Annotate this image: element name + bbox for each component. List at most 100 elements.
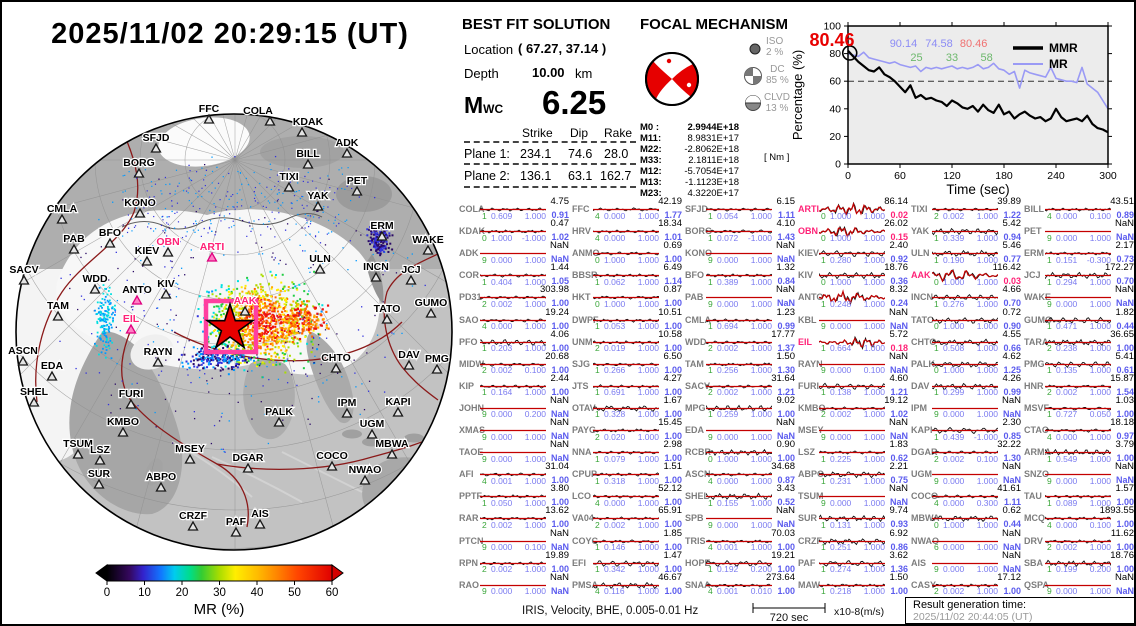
weight-value: 1.000 [976,254,998,265]
station-code: TSUM [798,491,824,502]
peak-amplitude: 4.66 [1002,284,1022,296]
peak-amplitude: NaN [775,417,795,428]
corr-value: 0.053 [604,321,626,331]
map-station-SACV: SACV [8,263,40,285]
tensor-row-M23: M23: 4.3220E+17 [640,188,739,199]
waveform-cell-AFI: AFI 31.04 4 0.001 1.000 1.00 [458,461,571,486]
corr-value: 0.000 [604,232,626,243]
fit-value: 1.05 [551,276,569,287]
waveform-cell-PAB: PAB NaN 9 0.000 1.000 NaN [684,284,797,309]
result-time-label: Result generation time: [913,599,1027,611]
fit-value: 0.85 [1003,431,1021,441]
corr-value: 0.002 [1056,542,1078,552]
quality-flag: 1 [821,254,826,265]
weight-value: 1.000 [976,475,998,486]
quality-flag: 9 [482,453,487,464]
waveform-trace [480,407,546,410]
fit-value: 0.84 [777,276,795,287]
corr-value: 0.079 [604,453,626,464]
waveform-trace [932,316,998,324]
svg-text:EDA: EDA [41,360,64,372]
station-code: PET [1024,226,1042,237]
waveform-cell-PMG: PMG 5.41 1 0.135 1.000 0.61 [1023,351,1134,376]
waveform-cell-KIEV: KIEV 2.40 1 0.280 1.000 0.92 [797,240,910,265]
waveform-cell-COYC: COYC 1.85 1 0.146 1.000 1.00 [571,528,684,553]
svg-text:LSZ: LSZ [90,444,110,456]
quality-flag: 4 [708,542,713,552]
peak-amplitude: 6.50 [663,350,683,362]
fit-value: 1.00 [1116,563,1134,574]
station-code: AFI [459,469,474,480]
waveform-trace [706,317,772,322]
corr-value: 0.342 [604,564,626,575]
svg-text:KAPI: KAPI [385,396,410,408]
weight-value: 1.000 [863,475,885,486]
station-code: WAKE [1024,292,1051,303]
fit-value: 1.21 [890,386,908,397]
depth-value: 10.00 [532,65,565,80]
station-code: CMLA [685,314,711,325]
corr-value: 0.274 [830,564,852,575]
station-code: SAO [459,314,479,325]
svg-text:ARTI: ARTI [200,241,225,253]
station-code: HNR [1024,380,1044,391]
map-station-TATO: TATO [372,302,402,324]
station-code: TATO [911,314,934,325]
svg-text:AIS: AIS [251,508,269,520]
weight-value: 1.000 [863,519,885,530]
station-code: AIS [911,557,927,568]
waveform-cell-DGAR: DGAR 32.22 2 0.002 0.100 1.30 [910,439,1023,464]
map-station-KIV: KIV [156,277,176,299]
svg-text:OBN: OBN [156,236,179,248]
waveform-cell-HNR: HNR 15.87 2 0.002 1.000 1.54 [1023,373,1134,398]
result-time-value: 2025/11/02 20:44:05 (UT) [913,611,1033,623]
waveform-cell-RAR: RAR 13.62 2 0.002 1.000 1.00 [458,505,571,530]
peak-amplitude: 3.79 [1115,439,1135,451]
corr-value: 0.155 [717,497,739,508]
map-station-WAKE: WAKE [411,233,445,255]
map-station-MSEY: MSEY [174,442,206,464]
corr-value: 0.664 [830,343,852,354]
fit-value: 1.30 [1003,453,1021,464]
peak-amplitude: 18.34 [658,218,682,230]
svg-text:33: 33 [946,52,958,64]
svg-text:DAV: DAV [398,349,419,361]
quality-flag: 0 [934,519,939,530]
waveform-trace [1045,361,1111,368]
waveform-trace [1045,538,1111,544]
svg-text:ADK: ADK [336,137,359,149]
corr-value: 0.000 [1056,586,1078,597]
corr-value: 0.000 [830,365,852,376]
station-code: MPG [685,402,706,413]
quality-flag: 9 [1047,232,1052,243]
weight-value: 1.000 [976,321,998,331]
svg-text:KONO: KONO [124,197,156,209]
fit-value: 1.00 [551,519,569,530]
fit-value: 0.24 [890,298,908,309]
waveform-cell-DAV: DAV 4.26 1 0.299 1.000 0.99 [910,373,1023,398]
station-code: WDD [685,336,707,347]
map-station-COCO: COCO [315,449,349,471]
weight-value: 1.000 [863,586,885,597]
map-station-CHTO: CHTO [320,351,352,373]
fit-value: 1.11 [1003,497,1021,508]
quality-flag: 9 [934,409,939,420]
map-station-ARTI: ARTI [199,240,226,262]
quality-flag: 1 [821,453,826,464]
result-generation-box: Result generation time: 2025/11/02 20:44… [905,597,1134,624]
weight-value: 1.000 [976,564,998,575]
svg-text:CHTO: CHTO [321,352,351,364]
weight-value: 1.000 [1089,387,1111,398]
peak-amplitude: 36.65 [1110,328,1134,340]
weight-value: 1.000 [750,475,772,486]
corr-value: 0.002 [943,586,965,597]
fit-value: 1.00 [664,475,682,486]
svg-text:180: 180 [995,170,1013,182]
waveform-cell-FFC: FFC 42.19 4 0.000 1.000 1.77 [571,196,684,221]
weight-value: 1.000 [637,365,659,376]
fit-value: 1.00 [664,298,682,309]
map-station-ABPO: ABPO [145,470,177,492]
weight-value: 1.000 [637,298,659,309]
waveform-trace [932,426,998,435]
quality-flag: 1 [821,298,826,309]
